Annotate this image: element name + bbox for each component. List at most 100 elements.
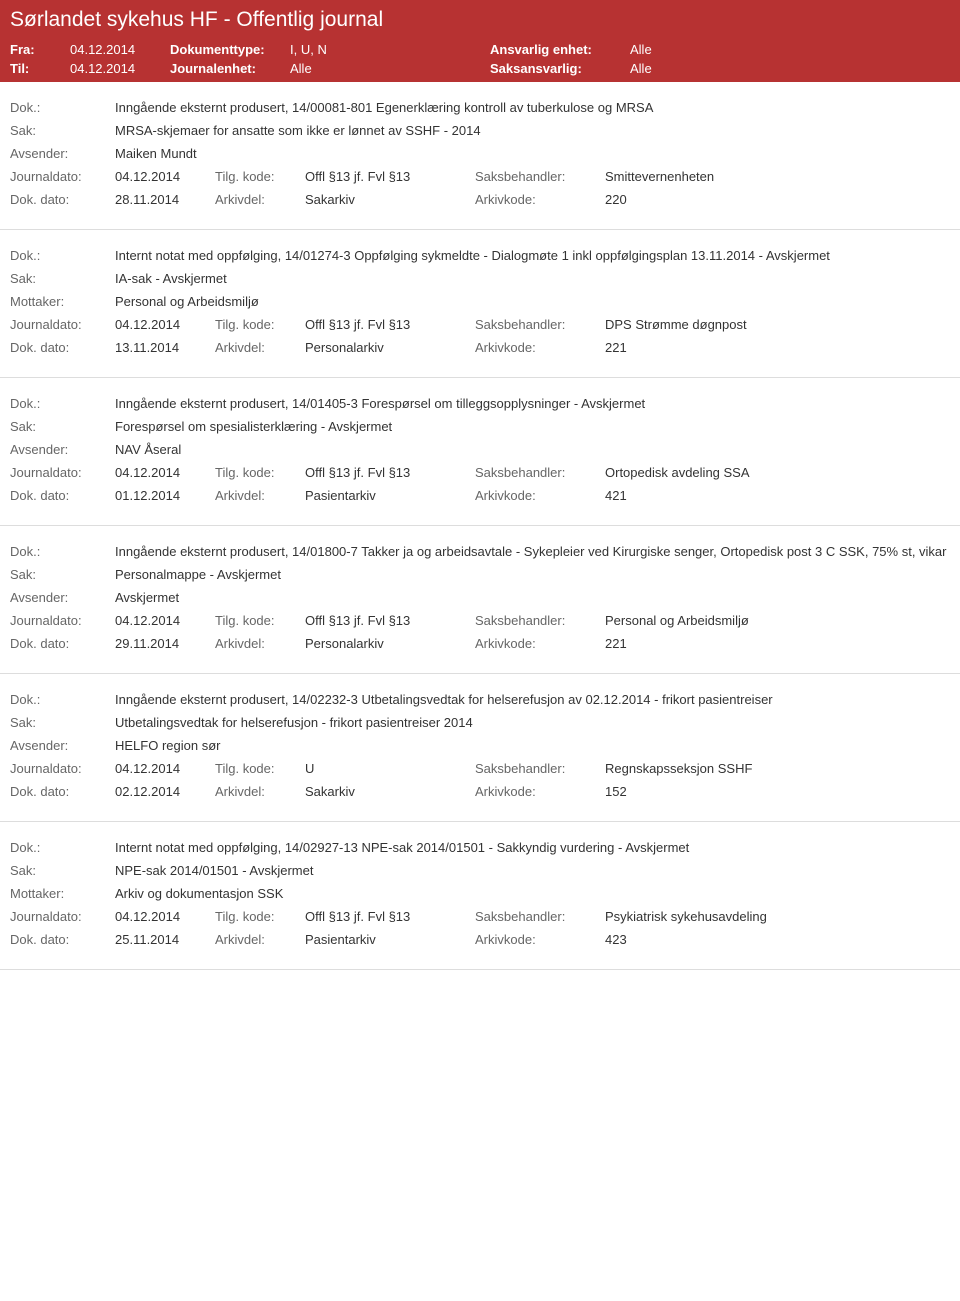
arkivdel-label: Arkivdel: (215, 932, 305, 947)
sak-value: Personalmappe - Avskjermet (115, 567, 950, 582)
party-label: Avsender: (10, 146, 115, 161)
journal-entry: Dok.: Internt notat med oppfølging, 14/0… (0, 822, 960, 970)
meta-row-2: Dok. dato: 25.11.2014 Arkivdel: Pasienta… (10, 928, 950, 951)
saksbehandler-label: Saksbehandler: (475, 761, 605, 776)
arkivkode-label: Arkivkode: (475, 932, 605, 947)
tilgkode-label: Tilg. kode: (215, 761, 305, 776)
dok-label: Dok.: (10, 692, 115, 707)
sak-row: Sak: MRSA-skjemaer for ansatte som ikke … (10, 119, 950, 142)
journal-entry: Dok.: Inngående eksternt produsert, 14/0… (0, 526, 960, 674)
journaldato-value: 04.12.2014 (115, 169, 215, 184)
sak-label: Sak: (10, 419, 115, 434)
dok-row: Dok.: Inngående eksternt produsert, 14/0… (10, 688, 950, 711)
arkivdel-value: Sakarkiv (305, 192, 475, 207)
dokdato-label: Dok. dato: (10, 636, 115, 651)
arkivdel-value: Pasientarkiv (305, 488, 475, 503)
saksbehandler-label: Saksbehandler: (475, 465, 605, 480)
dok-label: Dok.: (10, 100, 115, 115)
dok-label: Dok.: (10, 840, 115, 855)
dok-label: Dok.: (10, 544, 115, 559)
saksbehandler-label: Saksbehandler: (475, 169, 605, 184)
sak-label: Sak: (10, 271, 115, 286)
party-value: Arkiv og dokumentasjon SSK (115, 886, 950, 901)
tilgkode-label: Tilg. kode: (215, 909, 305, 924)
meta-row-1: Journaldato: 04.12.2014 Tilg. kode: Offl… (10, 461, 950, 484)
arkivkode-label: Arkivkode: (475, 192, 605, 207)
saksbehandler-label: Saksbehandler: (475, 909, 605, 924)
sak-label: Sak: (10, 123, 115, 138)
doktype-value: I, U, N (290, 42, 490, 57)
meta-row-2: Dok. dato: 01.12.2014 Arkivdel: Pasienta… (10, 484, 950, 507)
dokdato-label: Dok. dato: (10, 340, 115, 355)
fra-label: Fra: (10, 42, 70, 57)
dok-row: Dok.: Inngående eksternt produsert, 14/0… (10, 392, 950, 415)
dok-value: Internt notat med oppfølging, 14/02927-1… (115, 840, 950, 855)
sak-value: Utbetalingsvedtak for helserefusjon - fr… (115, 715, 950, 730)
dokdato-value: 01.12.2014 (115, 488, 215, 503)
journaldato-label: Journaldato: (10, 169, 115, 184)
sak-label: Sak: (10, 567, 115, 582)
dok-value: Inngående eksternt produsert, 14/02232-3… (115, 692, 950, 707)
til-label: Til: (10, 61, 70, 76)
arkivdel-value: Personalarkiv (305, 636, 475, 651)
sak-value: Forespørsel om spesialisterklæring - Avs… (115, 419, 950, 434)
party-row: Mottaker: Personal og Arbeidsmiljø (10, 290, 950, 313)
sak-label: Sak: (10, 863, 115, 878)
saksansvarlig-value: Alle (630, 61, 730, 76)
party-label: Avsender: (10, 590, 115, 605)
sak-row: Sak: Forespørsel om spesialisterklæring … (10, 415, 950, 438)
dok-row: Dok.: Inngående eksternt produsert, 14/0… (10, 540, 950, 563)
arkivkode-value: 221 (605, 636, 627, 651)
sak-row: Sak: NPE-sak 2014/01501 - Avskjermet (10, 859, 950, 882)
arkivkode-label: Arkivkode: (475, 340, 605, 355)
arkivdel-value: Sakarkiv (305, 784, 475, 799)
dokdato-value: 13.11.2014 (115, 340, 215, 355)
dokdato-value: 25.11.2014 (115, 932, 215, 947)
sak-value: NPE-sak 2014/01501 - Avskjermet (115, 863, 950, 878)
sak-value: MRSA-skjemaer for ansatte som ikke er lø… (115, 123, 950, 138)
arkivkode-value: 152 (605, 784, 627, 799)
arkivkode-label: Arkivkode: (475, 488, 605, 503)
meta-row-1: Journaldato: 04.12.2014 Tilg. kode: Offl… (10, 609, 950, 632)
journaldato-value: 04.12.2014 (115, 465, 215, 480)
party-row: Avsender: NAV Åseral (10, 438, 950, 461)
dok-value: Inngående eksternt produsert, 14/01800-7… (115, 544, 950, 559)
arkivkode-label: Arkivkode: (475, 784, 605, 799)
dokdato-label: Dok. dato: (10, 932, 115, 947)
meta-row-1: Journaldato: 04.12.2014 Tilg. kode: Offl… (10, 905, 950, 928)
saksbehandler-value: Smittevernenheten (605, 169, 714, 184)
dok-label: Dok.: (10, 396, 115, 411)
journaldato-label: Journaldato: (10, 465, 115, 480)
tilgkode-value: Offl §13 jf. Fvl §13 (305, 909, 475, 924)
journaldato-label: Journaldato: (10, 317, 115, 332)
meta-row-1: Journaldato: 04.12.2014 Tilg. kode: U Sa… (10, 757, 950, 780)
meta-row-2: Dok. dato: 02.12.2014 Arkivdel: Sakarkiv… (10, 780, 950, 803)
journaldato-label: Journaldato: (10, 909, 115, 924)
dokdato-value: 29.11.2014 (115, 636, 215, 651)
journaldato-value: 04.12.2014 (115, 909, 215, 924)
party-row: Avsender: Avskjermet (10, 586, 950, 609)
sak-row: Sak: Personalmappe - Avskjermet (10, 563, 950, 586)
journaldato-value: 04.12.2014 (115, 613, 215, 628)
dokdato-value: 28.11.2014 (115, 192, 215, 207)
tilgkode-value: U (305, 761, 475, 776)
saksbehandler-label: Saksbehandler: (475, 317, 605, 332)
journalenhet-label: Journalenhet: (170, 61, 290, 76)
arkivdel-label: Arkivdel: (215, 636, 305, 651)
header-row-1: Fra: 04.12.2014 Dokumenttype: I, U, N An… (10, 40, 950, 59)
arkivkode-value: 220 (605, 192, 627, 207)
journaldato-label: Journaldato: (10, 613, 115, 628)
meta-row-2: Dok. dato: 28.11.2014 Arkivdel: Sakarkiv… (10, 188, 950, 211)
journalenhet-value: Alle (290, 61, 490, 76)
arkivkode-value: 221 (605, 340, 627, 355)
party-value: Maiken Mundt (115, 146, 950, 161)
dok-row: Dok.: Inngående eksternt produsert, 14/0… (10, 96, 950, 119)
party-value: HELFO region sør (115, 738, 950, 753)
saksbehandler-value: Personal og Arbeidsmiljø (605, 613, 749, 628)
doktype-label: Dokumenttype: (170, 42, 290, 57)
header-row-2: Til: 04.12.2014 Journalenhet: Alle Saksa… (10, 59, 950, 78)
party-label: Mottaker: (10, 294, 115, 309)
dok-row: Dok.: Internt notat med oppfølging, 14/0… (10, 836, 950, 859)
journal-entry: Dok.: Inngående eksternt produsert, 14/0… (0, 82, 960, 230)
saksbehandler-label: Saksbehandler: (475, 613, 605, 628)
